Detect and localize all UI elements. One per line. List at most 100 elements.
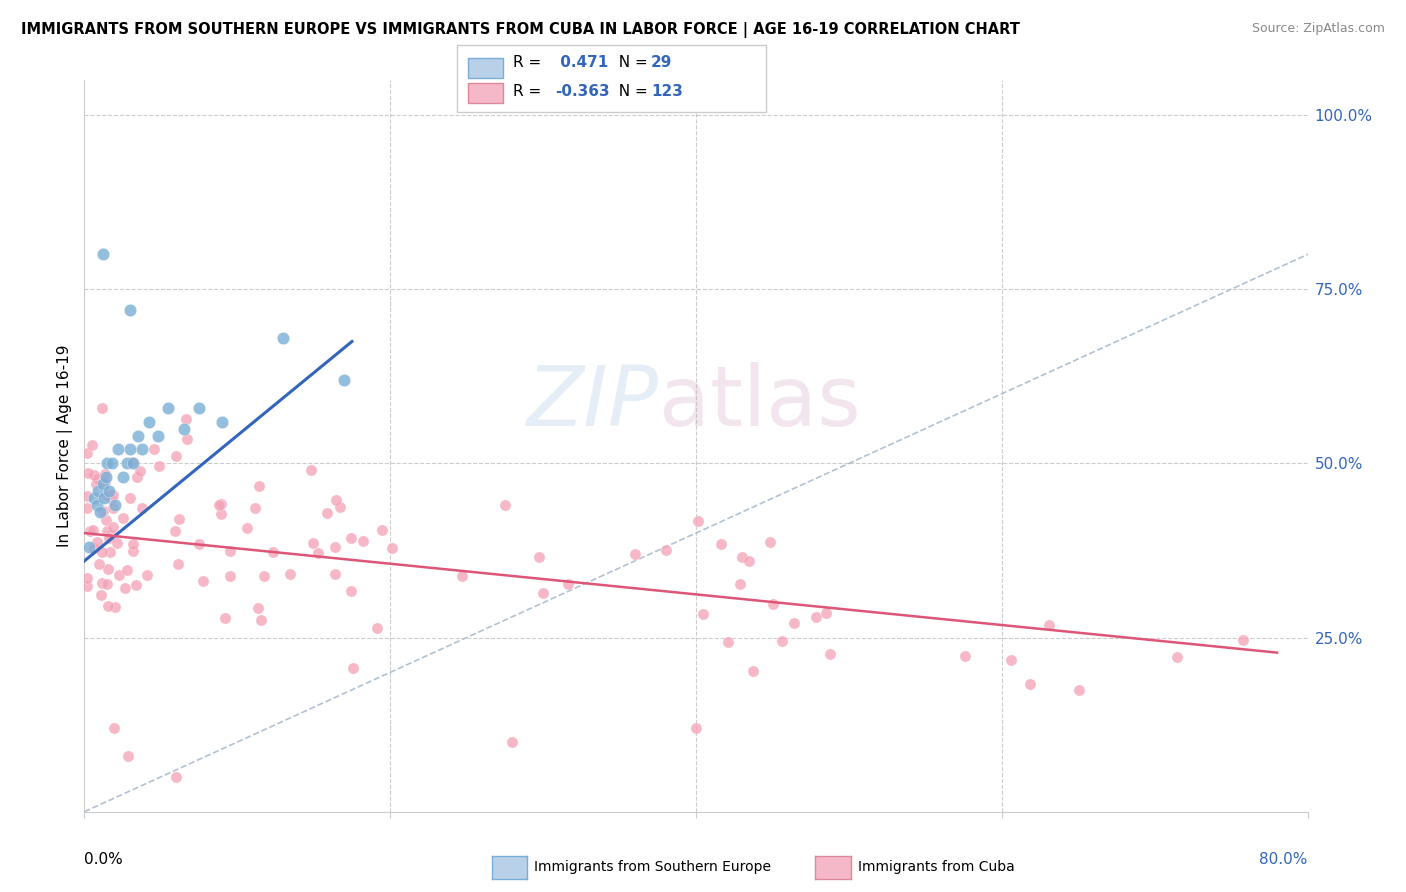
Point bbox=[101, 457, 124, 471]
Point bbox=[250, 613, 273, 627]
Point bbox=[98, 545, 121, 559]
Text: atlas: atlas bbox=[659, 361, 860, 442]
Point bbox=[120, 442, 142, 457]
Point bbox=[325, 540, 347, 554]
Point bbox=[1067, 682, 1090, 697]
Point bbox=[135, 568, 157, 582]
Point bbox=[96, 524, 118, 538]
Text: 0.471: 0.471 bbox=[555, 55, 609, 70]
Point bbox=[89, 505, 111, 519]
Point bbox=[122, 537, 145, 551]
Point bbox=[329, 500, 352, 514]
Point bbox=[107, 442, 129, 457]
Point bbox=[339, 583, 361, 598]
Y-axis label: In Labor Force | Age 16-19: In Labor Force | Age 16-19 bbox=[58, 344, 73, 548]
Point bbox=[93, 491, 115, 506]
Point bbox=[623, 547, 645, 561]
Point bbox=[146, 428, 169, 442]
Point bbox=[87, 484, 110, 499]
Point bbox=[280, 566, 302, 581]
Point bbox=[770, 633, 793, 648]
Point bbox=[76, 579, 98, 593]
Point bbox=[728, 577, 751, 591]
Point bbox=[105, 535, 128, 549]
Point bbox=[247, 600, 270, 615]
Point bbox=[104, 498, 127, 512]
Point bbox=[138, 415, 160, 429]
Point bbox=[531, 586, 554, 600]
Point bbox=[370, 523, 392, 537]
Point bbox=[211, 415, 233, 429]
Point bbox=[76, 446, 98, 460]
Point bbox=[731, 549, 754, 564]
Point bbox=[717, 635, 740, 649]
Point bbox=[366, 621, 388, 635]
Point bbox=[96, 457, 118, 471]
Point bbox=[208, 498, 231, 512]
Point bbox=[96, 576, 118, 591]
Point bbox=[87, 557, 110, 571]
Point bbox=[97, 484, 120, 499]
Point bbox=[91, 504, 114, 518]
Point bbox=[301, 536, 323, 550]
Point bbox=[148, 458, 170, 473]
Point bbox=[98, 531, 121, 545]
Text: -0.363: -0.363 bbox=[555, 85, 610, 99]
Point bbox=[111, 510, 134, 524]
Point bbox=[174, 412, 197, 426]
Point bbox=[101, 520, 124, 534]
Point bbox=[165, 770, 187, 784]
Point bbox=[243, 501, 266, 516]
Point bbox=[214, 611, 236, 625]
Text: 123: 123 bbox=[651, 85, 683, 99]
Point bbox=[1000, 653, 1022, 667]
Point bbox=[1038, 618, 1060, 632]
Point bbox=[120, 303, 142, 318]
Point bbox=[129, 464, 152, 478]
Point bbox=[122, 543, 145, 558]
Point bbox=[83, 491, 105, 506]
Point bbox=[97, 562, 120, 576]
Point bbox=[262, 545, 284, 559]
Point bbox=[125, 578, 148, 592]
Point bbox=[340, 531, 363, 545]
Point bbox=[117, 749, 139, 764]
Point bbox=[82, 523, 104, 537]
Text: Immigrants from Southern Europe: Immigrants from Southern Europe bbox=[534, 860, 772, 874]
Point bbox=[1232, 632, 1254, 647]
Text: N =: N = bbox=[609, 85, 652, 99]
Point bbox=[86, 535, 108, 549]
Point bbox=[163, 524, 186, 538]
Point bbox=[557, 577, 579, 591]
Point bbox=[108, 568, 131, 582]
Point bbox=[115, 563, 138, 577]
Point bbox=[118, 491, 141, 505]
Point bbox=[818, 647, 841, 661]
Point bbox=[127, 428, 149, 442]
Point bbox=[953, 648, 976, 663]
Point bbox=[76, 500, 98, 515]
Point bbox=[115, 457, 138, 471]
Point bbox=[77, 467, 100, 481]
Point bbox=[131, 442, 153, 457]
Point bbox=[142, 442, 165, 456]
Point bbox=[176, 432, 198, 446]
Point bbox=[323, 566, 346, 581]
Point bbox=[86, 472, 108, 486]
Point bbox=[79, 524, 101, 539]
Point bbox=[166, 557, 188, 571]
Point bbox=[494, 498, 516, 512]
Point bbox=[101, 501, 124, 516]
Point bbox=[101, 488, 124, 502]
Point bbox=[93, 475, 115, 489]
Point bbox=[710, 537, 733, 551]
Point bbox=[815, 606, 838, 620]
Point bbox=[342, 660, 364, 674]
Point bbox=[759, 534, 782, 549]
Point bbox=[104, 600, 127, 615]
Point bbox=[209, 497, 232, 511]
Point bbox=[94, 470, 117, 484]
Point bbox=[91, 477, 114, 491]
Point bbox=[333, 373, 356, 387]
Point bbox=[806, 610, 828, 624]
